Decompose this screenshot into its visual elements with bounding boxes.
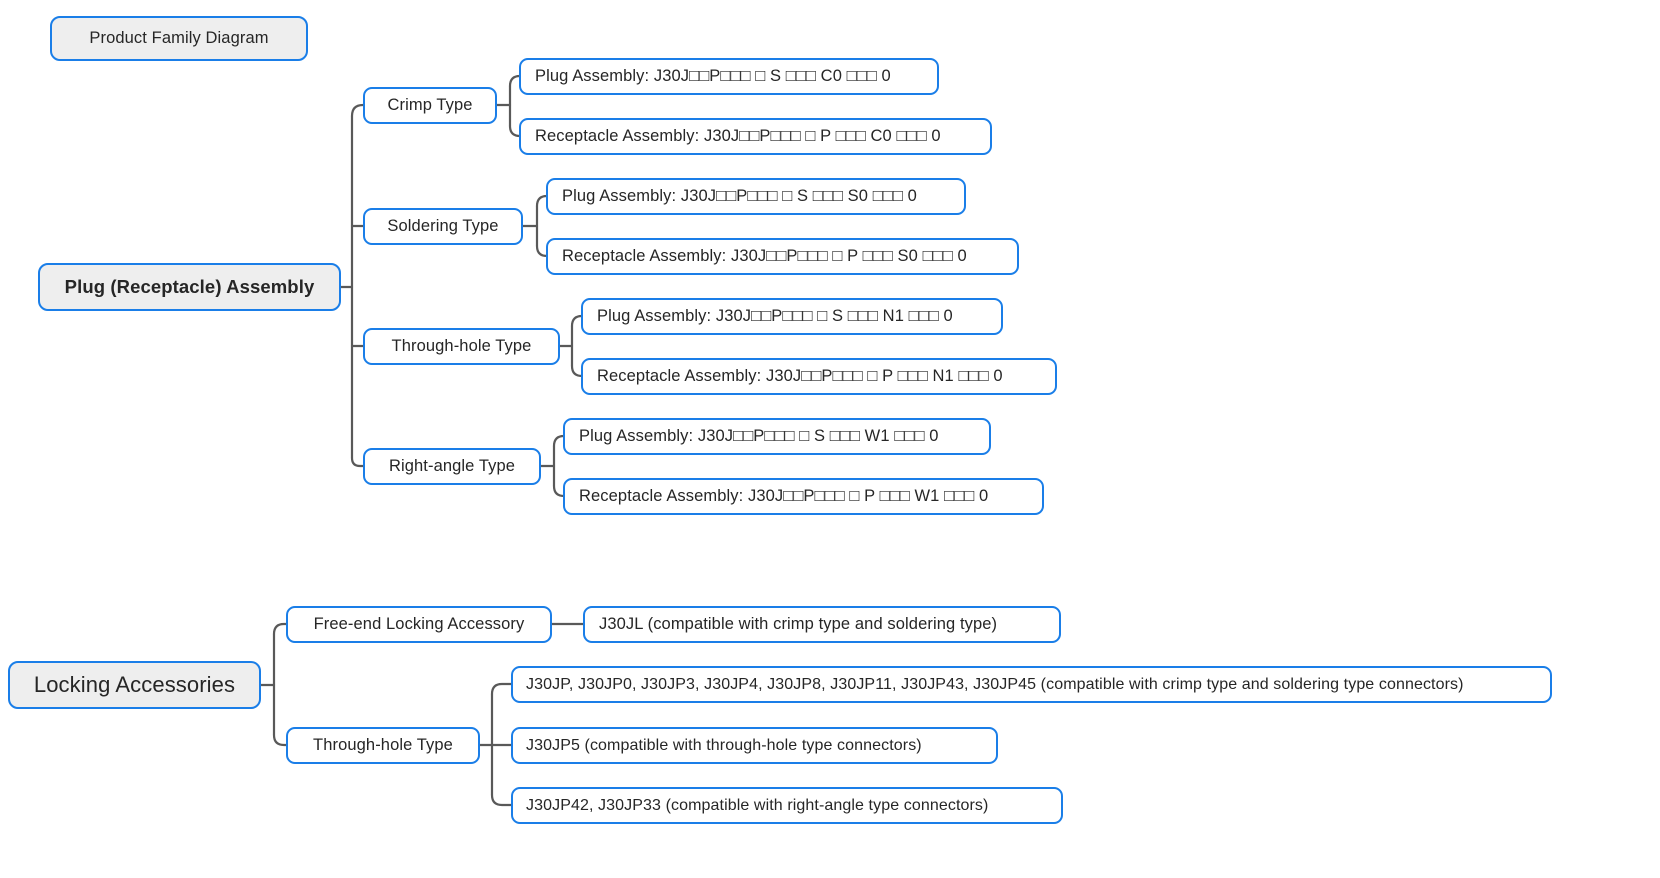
leaf-node-through-hole-receptacle-assembly[interactable]: Receptacle Assembly: J30J□□P□□□ □ P □□□ …: [581, 358, 1057, 395]
leaf-node-label: Plug Assembly: J30J□□P□□□ □ S □□□ N1 □□□…: [597, 307, 953, 325]
leaf-node-j30jl[interactable]: J30JL (compatible with crimp type and so…: [583, 606, 1061, 643]
branch-node-label: Through-hole Type: [391, 337, 532, 355]
branch-node-crimp-type[interactable]: Crimp Type: [363, 87, 497, 124]
leaf-node-through-hole-plug-assembly[interactable]: Plug Assembly: J30J□□P□□□ □ S □□□ N1 □□□…: [581, 298, 1003, 335]
branch-node-label: Right-angle Type: [388, 457, 516, 475]
leaf-node-label: Receptacle Assembly: J30J□□P□□□ □ P □□□ …: [535, 127, 941, 145]
root-node-label: Plug (Receptacle) Assembly: [64, 276, 315, 297]
edge-throughhole2-to-leaf1: [490, 682, 515, 696]
branch-node-free-end-locking-accessory[interactable]: Free-end Locking Accessory: [286, 606, 552, 643]
leaf-node-soldering-receptacle-assembly[interactable]: Receptacle Assembly: J30J□□P□□□ □ P □□□ …: [546, 238, 1019, 275]
branch-node-label: Through-hole Type: [313, 736, 453, 754]
leaf-node-j30jp-crimp-soldering-list[interactable]: J30JP, J30JP0, J30JP3, J30JP4, J30JP8, J…: [511, 666, 1552, 703]
root-node-plug-receptacle-assembly[interactable]: Plug (Receptacle) Assembly: [38, 263, 341, 311]
leaf-node-label: J30JP42, J30JP33 (compatible with right-…: [526, 796, 989, 814]
title-node-product-family-diagram[interactable]: Product Family Diagram: [50, 16, 308, 61]
leaf-node-label: Receptacle Assembly: J30J□□P□□□ □ P □□□ …: [597, 367, 1003, 385]
leaf-node-right-angle-plug-assembly[interactable]: Plug Assembly: J30J□□P□□□ □ S □□□ W1 □□□…: [563, 418, 991, 455]
branch-node-label: Crimp Type: [387, 96, 473, 114]
leaf-node-label: J30JP5 (compatible with through-hole typ…: [526, 736, 922, 754]
leaf-node-right-angle-receptacle-assembly[interactable]: Receptacle Assembly: J30J□□P□□□ □ P □□□ …: [563, 478, 1044, 515]
leaf-node-j30jp5-through-hole[interactable]: J30JP5 (compatible with through-hole typ…: [511, 727, 998, 764]
root-node-label: Locking Accessories: [33, 672, 236, 697]
root-node-locking-accessories[interactable]: Locking Accessories: [8, 661, 261, 709]
title-node-label: Product Family Diagram: [89, 29, 269, 47]
branch-node-right-angle-type[interactable]: Right-angle Type: [363, 448, 541, 485]
leaf-node-label: Plug Assembly: J30J□□P□□□ □ S □□□ C0 □□□…: [535, 67, 891, 85]
branch-node-label: Soldering Type: [387, 217, 499, 235]
leaf-node-crimp-receptacle-assembly[interactable]: Receptacle Assembly: J30J□□P□□□ □ P □□□ …: [519, 118, 992, 155]
branch-node-through-hole-type-locking[interactable]: Through-hole Type: [286, 727, 480, 764]
leaf-node-label: J30JL (compatible with crimp type and so…: [599, 615, 998, 633]
branch-node-through-hole-type[interactable]: Through-hole Type: [363, 328, 560, 365]
leaf-node-label: Receptacle Assembly: J30J□□P□□□ □ P □□□ …: [579, 487, 989, 505]
leaf-node-label: Plug Assembly: J30J□□P□□□ □ S □□□ W1 □□□…: [579, 427, 939, 445]
leaf-node-soldering-plug-assembly[interactable]: Plug Assembly: J30J□□P□□□ □ S □□□ S0 □□□…: [546, 178, 966, 215]
leaf-node-label: Receptacle Assembly: J30J□□P□□□ □ P □□□ …: [562, 247, 967, 265]
leaf-node-label: J30JP, J30JP0, J30JP3, J30JP4, J30JP8, J…: [526, 675, 1464, 693]
branch-node-soldering-type[interactable]: Soldering Type: [363, 208, 523, 245]
leaf-node-label: Plug Assembly: J30J□□P□□□ □ S □□□ S0 □□□…: [562, 187, 917, 205]
leaf-node-j30jp42-right-angle[interactable]: J30JP42, J30JP33 (compatible with right-…: [511, 787, 1063, 824]
edge-throughhole2-to-leaf3: [490, 793, 515, 807]
branch-node-label: Free-end Locking Accessory: [313, 615, 525, 633]
leaf-node-crimp-plug-assembly[interactable]: Plug Assembly: J30J□□P□□□ □ S □□□ C0 □□□…: [519, 58, 939, 95]
